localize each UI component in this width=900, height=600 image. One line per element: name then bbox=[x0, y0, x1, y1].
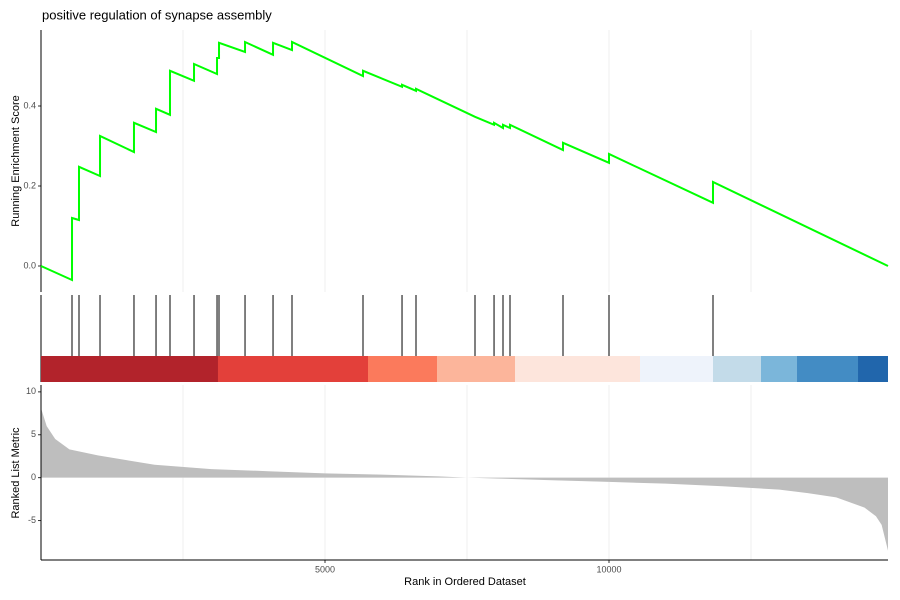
rank-band bbox=[760, 356, 798, 382]
rank-band bbox=[217, 356, 368, 382]
rank-band bbox=[640, 356, 713, 382]
enrichment-line bbox=[40, 40, 889, 282]
y-tick-label: 0.0 bbox=[23, 260, 36, 270]
y-axis-label: Ranked List Metric bbox=[10, 427, 22, 519]
y-axis-label: Running Enrichment Score bbox=[10, 95, 22, 226]
y-tick-label: 5 bbox=[31, 429, 36, 439]
rank-band bbox=[514, 356, 641, 382]
chart-title: positive regulation of synapse assembly bbox=[42, 7, 272, 22]
rank-band bbox=[437, 356, 515, 382]
y-tick-label: 0.2 bbox=[23, 180, 36, 190]
rank-band bbox=[367, 356, 438, 382]
y-tick-label: 0.4 bbox=[23, 100, 36, 110]
y-tick-label: 0 bbox=[31, 472, 36, 482]
rank-band bbox=[41, 356, 218, 382]
y-tick-label: -5 bbox=[28, 515, 36, 525]
metric-area bbox=[41, 408, 888, 551]
y-tick-label: 10 bbox=[26, 386, 36, 396]
rank-band bbox=[858, 356, 888, 382]
x-tick-label: 10000 bbox=[596, 564, 621, 574]
x-axis-label: Rank in Ordered Dataset bbox=[404, 576, 526, 588]
rank-band bbox=[712, 356, 761, 382]
x-tick-label: 5000 bbox=[315, 564, 335, 574]
rank-band bbox=[797, 356, 859, 382]
